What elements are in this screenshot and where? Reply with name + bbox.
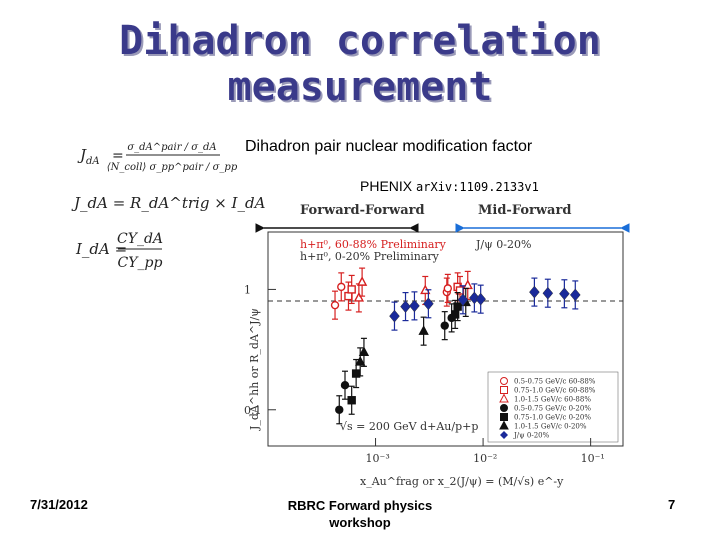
slide-footer: RBRC Forward physics workshop [270, 497, 450, 531]
y-tick-label: 1 [244, 283, 251, 296]
arxiv-reference: arXiv:1109.2133v1 [416, 180, 539, 194]
footer-line1: RBRC Forward physics [287, 498, 433, 513]
series-triangle [355, 287, 471, 377]
data-point [475, 292, 487, 306]
data-point [347, 396, 356, 405]
data-point [453, 302, 462, 311]
slide-title-line2: measurement [227, 64, 493, 110]
mid-forward-label: Mid-Forward [478, 203, 572, 218]
slide-subtitle: Dihadron pair nuclear modification facto… [245, 138, 533, 155]
chart-points [330, 267, 581, 425]
legend-marker [500, 431, 508, 439]
annotation-peripheral: h+π⁰, 60-88% Preliminary [300, 238, 447, 251]
data-point [450, 310, 460, 319]
data-point [559, 287, 570, 301]
x-tick-label: 10⁻² [473, 452, 497, 465]
legend-marker [499, 420, 509, 430]
legend-marker [499, 393, 509, 403]
data-point [462, 279, 473, 290]
series-circle [335, 303, 456, 425]
data-point [358, 346, 370, 357]
chart-frame-group: h+π⁰, 60-88% Preliminary h+π⁰, 0-20% Pre… [248, 223, 630, 488]
data-point [330, 300, 340, 310]
data-point [443, 284, 453, 293]
legend-label: 0.75-1.0 GeV/c 60-88% [514, 387, 596, 395]
data-point [389, 309, 400, 323]
legend-label: 1.0-1.5 GeV/c 0-20% [514, 423, 587, 431]
legend-label: 0.5-0.75 GeV/c 0-20% [514, 405, 591, 413]
legend-label: 0.75-1.0 GeV/c 0-20% [514, 414, 591, 422]
annotation-jpsi: J/ψ 0-20% [475, 238, 531, 251]
slide-title: Dihadron correlation measurement [100, 18, 620, 110]
annotation-central: h+π⁰, 0-20% Preliminary [300, 250, 440, 263]
x-tick-label: 10⁻³ [366, 452, 390, 465]
legend-marker [500, 413, 508, 421]
data-point [335, 405, 344, 414]
chart-legend: 0.5-0.75 GeV/c 60-88%0.75-1.0 GeV/c 60-8… [499, 377, 596, 440]
series-diamond [389, 277, 581, 331]
legend-marker [500, 377, 508, 385]
legend-label: 1.0-1.5 GeV/c 60-88% [514, 396, 591, 404]
series-triangle-open [353, 267, 473, 313]
data-point [340, 381, 350, 390]
legend-marker [500, 386, 508, 394]
x-axis-label: x_Au^frag or x_2(J/ψ) = (M/√s) e^-y [360, 475, 564, 488]
page-number: 7 [668, 497, 676, 512]
data-point [344, 291, 353, 301]
data-point [529, 285, 540, 299]
phenix-reference: PHENIX arXiv:1109.2133v1 [360, 178, 539, 194]
y-axis-label: J_dA^hh or R_dA^J/ψ [248, 308, 261, 431]
legend-marker [500, 404, 508, 412]
chart-ticks: 10⁻³ 10⁻² 10⁻¹ 0.1 1 [244, 283, 605, 465]
data-point [400, 300, 411, 313]
series-circle-open [330, 272, 453, 320]
data-point [542, 286, 554, 300]
data-point [569, 288, 581, 302]
equation-jda-product: J_dA = R_dA^trig × I_dA [71, 194, 266, 212]
eq1-numerator: σ_dA^pair / σ_dA [127, 142, 216, 153]
eq1-lhs-sub: dA [86, 156, 100, 167]
y-tick-label: 0.1 [244, 404, 262, 417]
forward-forward-label: Forward-Forward [300, 203, 425, 218]
chart-frame [267, 231, 624, 447]
data-point [355, 355, 366, 366]
data-point [353, 291, 365, 302]
data-point [356, 276, 368, 286]
data-point [409, 299, 420, 313]
data-point [440, 321, 449, 330]
legend-label: J/ψ 0-20% [513, 432, 550, 440]
legend-box [487, 371, 619, 443]
x-tick-label: 10⁻¹ [581, 452, 605, 465]
legend-label: 0.5-0.75 GeV/c 60-88% [514, 378, 596, 386]
footer-line2: workshop [329, 515, 391, 530]
phenix-label: PHENIX [360, 178, 413, 194]
equation-ida-definition: I_dA = CY_dA CY_pp [75, 231, 163, 271]
eq3-lhs: I_dA = [75, 240, 127, 258]
data-point [347, 285, 356, 294]
slide-title-line1: Dihadron correlation [119, 18, 601, 64]
data-point [337, 282, 346, 292]
eq2-text: J_dA = R_dA^trig × I_dA [71, 194, 266, 212]
eq1-denominator: ⟨N_coll⟩ σ_pp^pair / σ_pp [107, 162, 238, 173]
eq3-denominator: CY_pp [118, 255, 163, 271]
eq3-numerator: CY_dA [117, 231, 163, 247]
eq1-equals: = [112, 148, 124, 164]
data-point [457, 293, 469, 307]
slide-date: 7/31/2012 [30, 497, 88, 512]
data-point [423, 297, 434, 311]
data-point [418, 325, 429, 335]
annotation-energy: √s = 200 GeV d+Au/p+p [340, 420, 478, 433]
